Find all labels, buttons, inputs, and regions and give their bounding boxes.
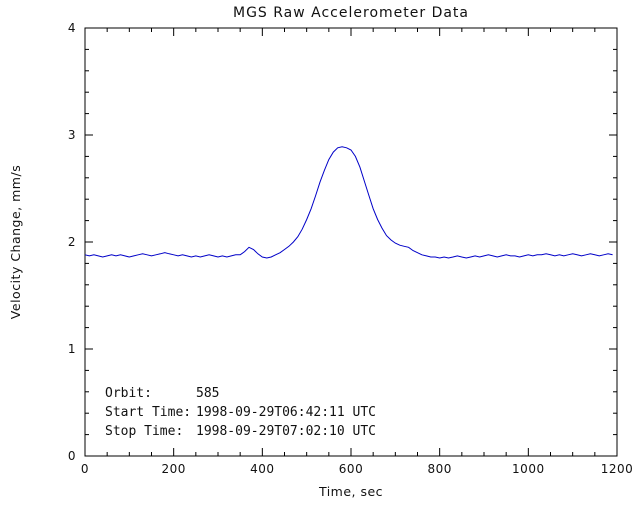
y-axis-label: Velocity Change, mm/s [8,165,23,319]
svg-text:4: 4 [68,21,76,35]
axes [84,27,618,457]
svg-text:0: 0 [68,449,76,463]
svg-text:3: 3 [68,128,76,142]
x-axis-label: Time, sec [318,484,383,499]
svg-text:1: 1 [68,342,76,356]
annotation-orbit-label: Orbit: [105,386,152,401]
svg-text:400: 400 [250,462,274,476]
svg-text:800: 800 [427,462,451,476]
svg-text:1000: 1000 [512,462,545,476]
data-series-line [84,146,613,259]
annotation-start-time-label: Start Time: [105,405,191,420]
annotation-orbit-value: 585 [196,386,219,401]
svg-text:0: 0 [81,462,89,476]
svg-text:2: 2 [68,235,76,249]
annotation-stop-time-label: Stop Time: [105,424,183,439]
svg-text:200: 200 [161,462,185,476]
chart-title: MGS Raw Accelerometer Data [233,5,469,21]
annotation-block: Orbit: 585 Start Time: 1998-09-29T06:42:… [105,386,376,439]
annotation-stop-time-value: 1998-09-29T07:02:10 UTC [196,424,376,439]
svg-text:1200: 1200 [601,462,634,476]
svg-text:600: 600 [339,462,363,476]
tick-labels: 0 200 400 600 800 1000 1200 0 1 2 3 4 [68,21,633,476]
annotation-start-time-value: 1998-09-29T06:42:11 UTC [196,405,376,420]
